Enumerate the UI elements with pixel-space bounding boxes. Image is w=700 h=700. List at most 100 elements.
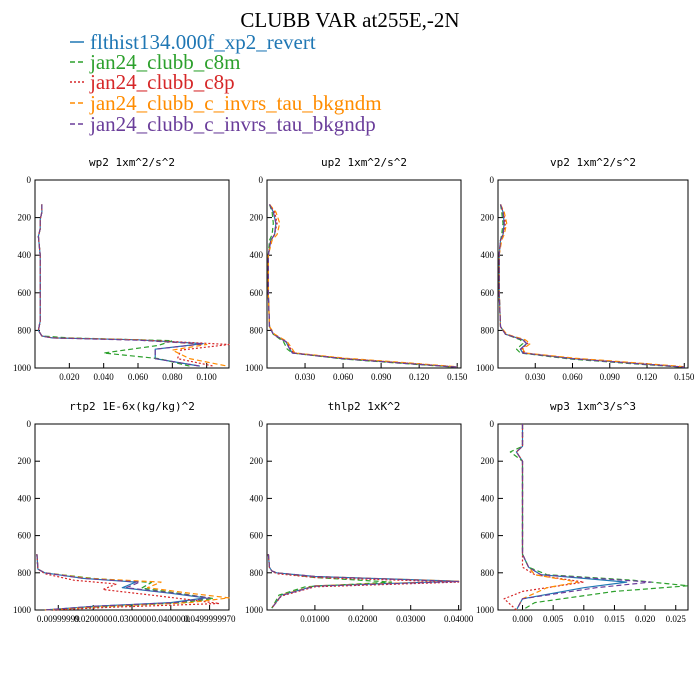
series-line [515, 424, 579, 611]
y-tick-label: 0 [259, 419, 264, 429]
y-tick-label: 400 [481, 250, 495, 260]
series-line [515, 424, 652, 611]
x-tick-label: 0.090 [371, 372, 392, 382]
series-line [515, 424, 628, 611]
x-tick-label: 0.030 [295, 372, 316, 382]
series-line [37, 204, 228, 367]
plot-frame [34, 179, 230, 369]
plot-frame [266, 423, 462, 611]
chart-panel: thlp2 1xK^2 0 200 400 600 800 1000 0.01000 0.020… [245, 400, 474, 624]
legend-label: jan24_clubb_c_invrs_tau_bkgndm [89, 91, 382, 115]
series-line [498, 204, 685, 368]
plot-frame [497, 423, 689, 611]
series-line [267, 204, 455, 368]
series-line [267, 554, 460, 609]
y-tick-label: 600 [18, 288, 32, 298]
x-tick-label: 0.0200000 [74, 614, 113, 624]
series-line [509, 424, 689, 611]
plot-frame [497, 179, 689, 369]
legend-label: jan24_clubb_c8p [89, 70, 235, 94]
legend-item: jan24_clubb_c_invrs_tau_bkgndm [70, 91, 382, 115]
legend-item: jan24_clubb_c_invrs_tau_bkgndp [70, 112, 376, 136]
x-tick-label: 0.015 [604, 614, 625, 624]
y-tick-label: 1000 [245, 363, 264, 373]
y-tick-label: 200 [481, 213, 495, 223]
y-tick-label: 0 [490, 175, 495, 185]
x-tick-label: 0.040 [94, 372, 115, 382]
y-tick-label: 0 [27, 419, 32, 429]
x-tick-label: 0.060 [333, 372, 354, 382]
series-line [498, 204, 685, 368]
series-line [36, 554, 215, 611]
y-tick-label: 200 [250, 456, 264, 466]
legend-item: jan24_clubb_c8m [70, 50, 240, 74]
x-tick-label: 0.120 [409, 372, 430, 382]
y-tick-label: 200 [481, 456, 495, 466]
chart-panel: up2 1xm^2/s^2 0 200 400 600 800 1000 0.030 0.060… [245, 156, 468, 382]
x-tick-label: 0.010 [574, 614, 595, 624]
y-tick-label: 800 [18, 325, 32, 335]
legend-label: jan24_clubb_c_invrs_tau_bkgndp [89, 112, 376, 136]
x-tick-label: 0.00999999 [37, 614, 80, 624]
series-line [36, 554, 207, 611]
x-tick-label: 0.04000 [444, 614, 474, 624]
series-line [37, 204, 230, 367]
y-tick-label: 1000 [245, 605, 264, 615]
panel-title: rtp2 1E-6x(kg/kg)^2 [69, 400, 195, 413]
y-tick-label: 600 [250, 531, 264, 541]
y-tick-label: 600 [481, 288, 495, 298]
series-line [267, 204, 458, 368]
x-tick-label: 0.080 [162, 372, 183, 382]
x-tick-label: 0.0400000 [152, 614, 191, 624]
y-tick-label: 0 [259, 175, 264, 185]
y-tick-label: 0 [490, 419, 495, 429]
series-line [503, 424, 585, 611]
x-tick-label: 0.01000 [300, 614, 330, 624]
legend-item: flthist134.000f_xp2_revert [70, 30, 316, 54]
series-line [37, 204, 204, 367]
legend-label: jan24_clubb_c8m [89, 50, 240, 74]
y-tick-label: 1000 [13, 605, 32, 615]
plot-frame [266, 179, 462, 369]
y-tick-label: 600 [18, 531, 32, 541]
x-tick-label: 0.020 [59, 372, 80, 382]
y-tick-label: 1000 [13, 363, 32, 373]
x-tick-label: 0.020 [635, 614, 656, 624]
x-tick-label: 0.02000 [348, 614, 378, 624]
series-line [267, 554, 393, 609]
series-line [267, 554, 460, 609]
y-tick-label: 800 [481, 325, 495, 335]
y-tick-label: 400 [250, 493, 264, 503]
y-tick-label: 800 [481, 568, 495, 578]
y-tick-label: 0 [27, 175, 32, 185]
y-tick-label: 800 [250, 325, 264, 335]
y-tick-label: 1000 [476, 363, 495, 373]
x-tick-label: 0.100 [197, 372, 218, 382]
y-tick-label: 800 [18, 568, 32, 578]
x-tick-label: 0.025 [666, 614, 687, 624]
y-tick-label: 600 [481, 531, 495, 541]
y-tick-label: 200 [18, 213, 32, 223]
series-line [267, 204, 458, 368]
legend-item: jan24_clubb_c8p [70, 70, 235, 94]
x-tick-label: 0.005 [543, 614, 564, 624]
chart-panel: wp3 1xm^3/s^3 0 200 400 600 800 1000 0.000 0.005… [476, 400, 689, 624]
x-tick-label: 0.0499999970 [184, 614, 236, 624]
figure-title: CLUBB VAR at255E,-2N [240, 8, 459, 32]
chart-panel: rtp2 1E-6x(kg/kg)^2 0 200 400 600 800 1000 0.00… [13, 400, 236, 624]
x-tick-label: 0.150 [674, 372, 695, 382]
x-tick-label: 0.120 [637, 372, 658, 382]
series-line [498, 204, 682, 368]
x-tick-label: 0.060 [128, 372, 149, 382]
legend-label: flthist134.000f_xp2_revert [90, 30, 316, 54]
panel-title: up2 1xm^2/s^2 [321, 156, 407, 169]
panel-title: vp2 1xm^2/s^2 [550, 156, 636, 169]
x-tick-label: 0.030 [525, 372, 546, 382]
panel-title: wp3 1xm^3/s^3 [550, 400, 636, 413]
y-tick-label: 400 [481, 493, 495, 503]
x-tick-label: 0.03000 [396, 614, 426, 624]
x-tick-label: 0.060 [562, 372, 583, 382]
x-tick-label: 0.090 [600, 372, 621, 382]
x-tick-label: 0.0300000 [113, 614, 152, 624]
series-line [267, 204, 458, 368]
